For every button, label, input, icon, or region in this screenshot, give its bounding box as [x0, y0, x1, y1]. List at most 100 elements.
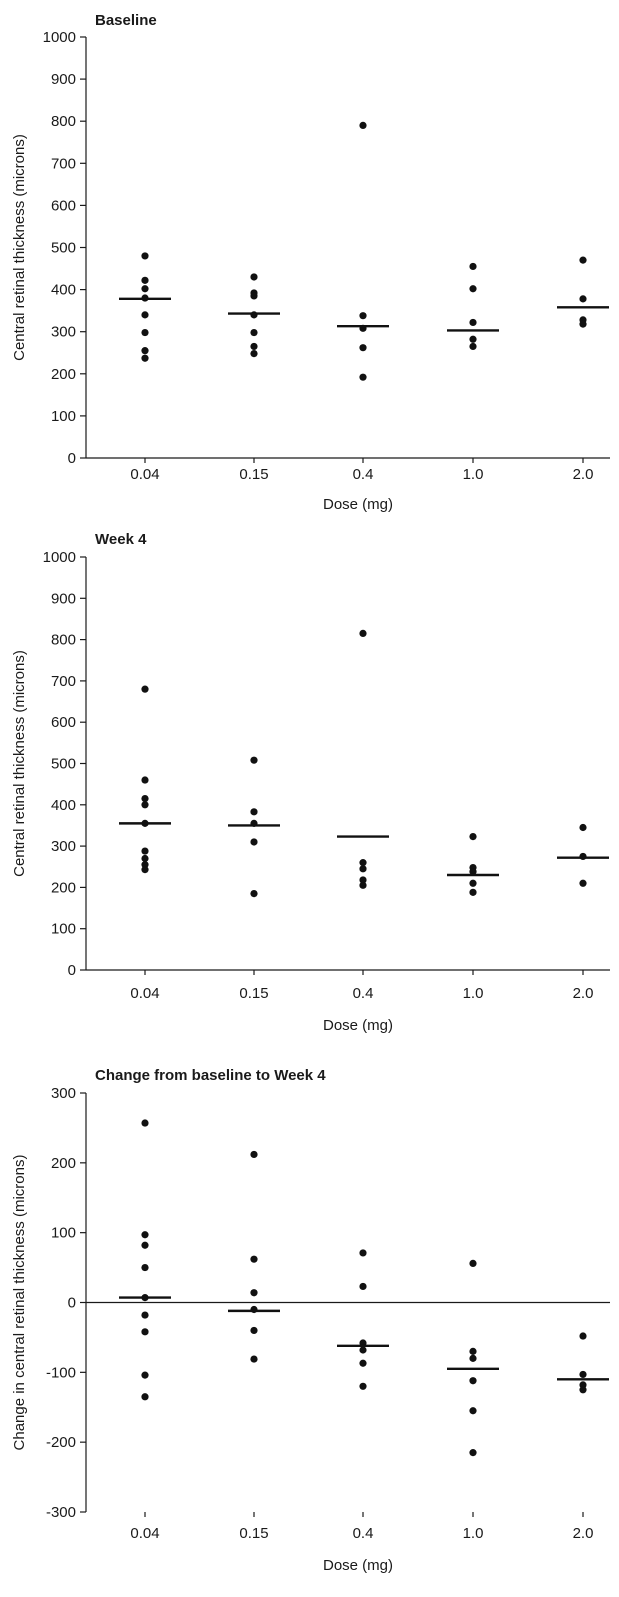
x-tick-label: 2.0: [573, 1525, 594, 1542]
data-point: [469, 1449, 477, 1457]
data-point: [141, 328, 149, 337]
y-tick-label: -200: [46, 1434, 76, 1451]
data-point: [250, 756, 258, 764]
y-axis-label: Central retinal thickness (microns): [11, 134, 28, 361]
x-tick-label: 0.04: [130, 1525, 159, 1542]
y-tick-label: 100: [51, 921, 76, 938]
data-point: [359, 859, 367, 867]
data-point: [141, 276, 149, 284]
data-point: [250, 328, 258, 337]
data-point: [141, 1119, 149, 1127]
data-point: [579, 1332, 587, 1340]
data-point: [469, 1407, 477, 1415]
chart-title: Baseline: [95, 12, 157, 29]
data-point: [359, 121, 367, 130]
y-tick-label: 700: [51, 155, 76, 172]
data-point: [469, 879, 477, 887]
data-point: [141, 685, 149, 693]
x-tick-label: 2.0: [573, 466, 594, 483]
y-tick-label: 200: [51, 366, 76, 383]
y-tick-label: 1000: [43, 29, 76, 46]
x-axis-label: Dose (mg): [323, 1017, 393, 1034]
x-tick-label: 1.0: [463, 466, 484, 483]
data-point: [469, 285, 477, 293]
data-point: [469, 1259, 477, 1267]
data-point: [141, 1328, 149, 1336]
chart-title: Week 4: [95, 531, 147, 548]
data-point: [469, 1377, 477, 1385]
data-point: [579, 256, 587, 264]
x-tick-label: 0.15: [239, 1525, 268, 1542]
data-point: [579, 823, 587, 832]
data-point: [250, 349, 258, 358]
data-point: [359, 373, 367, 381]
y-tick-label: 200: [51, 879, 76, 896]
data-point: [579, 295, 587, 303]
x-tick-label: 0.4: [353, 985, 374, 1002]
data-point: [141, 285, 149, 293]
data-point: [469, 888, 477, 896]
data-point: [359, 876, 367, 884]
y-tick-label: 300: [51, 838, 76, 855]
data-point: [250, 292, 258, 300]
data-point: [141, 847, 149, 855]
data-point: [469, 1347, 477, 1355]
data-point: [359, 1359, 367, 1367]
data-point: [141, 1311, 149, 1319]
y-tick-label: 500: [51, 240, 76, 257]
y-tick-label: 800: [51, 632, 76, 649]
data-point: [250, 1150, 258, 1159]
data-point: [469, 833, 477, 841]
data-point: [359, 1382, 367, 1390]
data-point: [359, 344, 367, 352]
y-tick-label: 900: [51, 71, 76, 88]
x-axis-label: Dose (mg): [323, 496, 393, 513]
data-point: [141, 1263, 149, 1272]
y-tick-label: 100: [51, 408, 76, 425]
data-point: [359, 881, 367, 889]
y-tick-label: 1000: [43, 549, 76, 566]
x-tick-label: 0.04: [130, 466, 159, 483]
x-tick-label: 0.4: [353, 466, 374, 483]
data-point: [359, 629, 367, 638]
y-axis-label: Change in central retinal thickness (mic…: [11, 1155, 28, 1451]
data-point: [469, 262, 477, 271]
y-tick-label: 800: [51, 113, 76, 130]
data-point: [141, 1231, 149, 1239]
x-tick-label: 0.15: [239, 466, 268, 483]
data-point: [250, 342, 258, 351]
x-tick-label: 0.4: [353, 1525, 374, 1542]
data-point: [250, 1255, 258, 1263]
data-point: [141, 1371, 149, 1379]
x-tick-label: 0.15: [239, 985, 268, 1002]
y-tick-label: 100: [51, 1225, 76, 1242]
data-point: [250, 311, 258, 319]
y-tick-label: 900: [51, 590, 76, 607]
x-tick-label: 0.04: [130, 985, 159, 1002]
y-tick-label: 700: [51, 673, 76, 690]
data-point: [141, 776, 149, 784]
data-point: [141, 861, 149, 869]
data-point: [141, 354, 149, 362]
data-point: [359, 312, 367, 320]
data-point: [141, 801, 149, 809]
y-tick-label: 400: [51, 797, 76, 814]
data-point: [141, 252, 149, 260]
y-tick-label: 600: [51, 197, 76, 214]
y-tick-label: -300: [46, 1504, 76, 1521]
y-axis-label: Central retinal thickness (microns): [11, 650, 28, 877]
data-point: [141, 347, 149, 355]
data-point: [141, 1241, 149, 1249]
data-point: [141, 854, 149, 863]
y-tick-label: 400: [51, 282, 76, 299]
y-tick-label: 200: [51, 1155, 76, 1172]
x-axis-label: Dose (mg): [323, 1557, 393, 1574]
data-point: [250, 808, 258, 816]
data-point: [141, 311, 149, 319]
y-tick-label: 0: [68, 1295, 76, 1312]
data-point: [579, 320, 587, 328]
y-tick-label: -100: [46, 1364, 76, 1381]
data-point: [250, 1289, 258, 1297]
data-point: [359, 865, 367, 873]
